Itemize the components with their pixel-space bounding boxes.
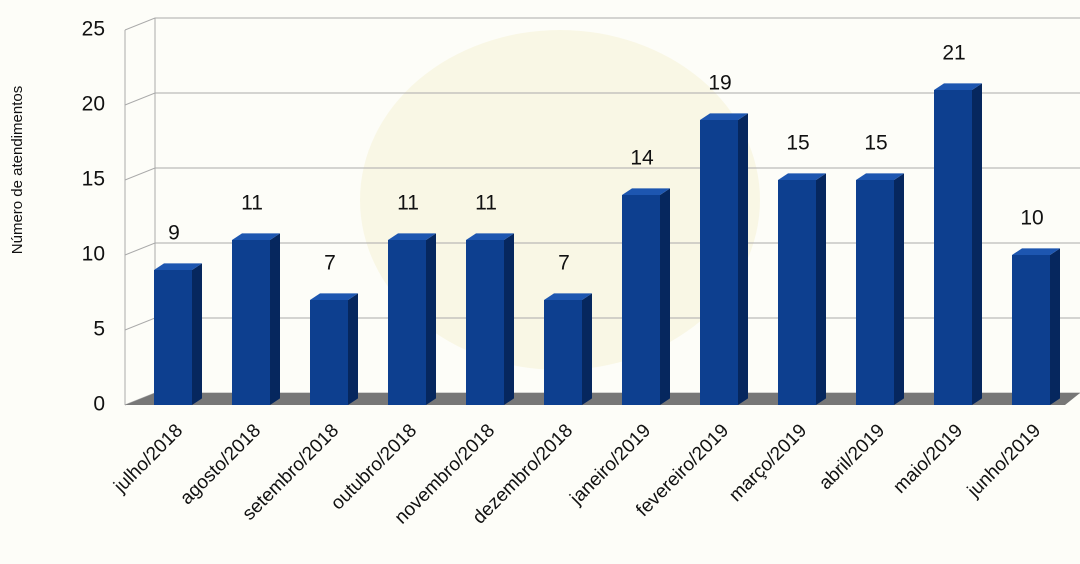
bar-side — [348, 293, 358, 405]
bar-side — [270, 233, 280, 405]
bar-side — [192, 263, 202, 405]
y-tick-label: 20 — [82, 93, 105, 116]
bar — [154, 270, 192, 405]
value-label: 14 — [630, 147, 654, 170]
value-label: 15 — [864, 132, 887, 155]
bar-side — [972, 83, 982, 405]
grid-line — [124, 167, 1080, 181]
floor — [125, 393, 1080, 405]
bar — [700, 120, 738, 405]
grid-line — [124, 92, 1080, 106]
value-label: 11 — [241, 192, 263, 215]
y-tick-label: 0 — [93, 393, 105, 416]
value-label: 10 — [1020, 207, 1043, 230]
value-label: 15 — [786, 132, 809, 155]
bar-top — [466, 233, 514, 240]
bar-top — [388, 233, 436, 240]
bar-top — [232, 233, 280, 240]
y-tick-label: 25 — [82, 18, 105, 41]
bar-top — [856, 173, 904, 180]
value-label: 7 — [324, 252, 336, 275]
value-label: 7 — [558, 252, 570, 275]
bar-side — [1050, 248, 1060, 405]
bar-top — [154, 263, 202, 270]
bar-side — [816, 173, 826, 405]
bar-side — [582, 293, 592, 405]
grid-line — [124, 242, 1080, 256]
bar — [310, 300, 348, 405]
value-label: 11 — [397, 192, 419, 215]
y-tick-label: 5 — [93, 318, 105, 341]
value-label: 11 — [475, 192, 497, 215]
bar — [856, 180, 894, 405]
bar — [1012, 255, 1050, 405]
bar-top — [700, 113, 748, 120]
bar — [934, 90, 972, 405]
value-label: 19 — [708, 72, 731, 95]
bar-side — [660, 188, 670, 405]
bar-top — [310, 293, 358, 300]
bar — [388, 240, 426, 405]
bar-side — [738, 113, 748, 405]
bar-top — [934, 83, 982, 90]
bar — [778, 180, 816, 405]
bar — [466, 240, 504, 405]
bar-side — [504, 233, 514, 405]
bar-top — [622, 188, 670, 195]
bar-top — [544, 293, 592, 300]
bar-side — [426, 233, 436, 405]
bar-top — [778, 173, 826, 180]
bar — [232, 240, 270, 405]
bar — [544, 300, 582, 405]
value-label: 21 — [942, 42, 965, 65]
value-label: 9 — [168, 222, 180, 245]
grid-line — [124, 17, 1080, 31]
y-tick-label: 15 — [82, 168, 105, 191]
bar — [622, 195, 660, 405]
bar-top — [1012, 248, 1060, 255]
y-tick-label: 10 — [82, 243, 105, 266]
bar-side — [894, 173, 904, 405]
y-axis-label: Número de atendimentos — [9, 86, 26, 254]
